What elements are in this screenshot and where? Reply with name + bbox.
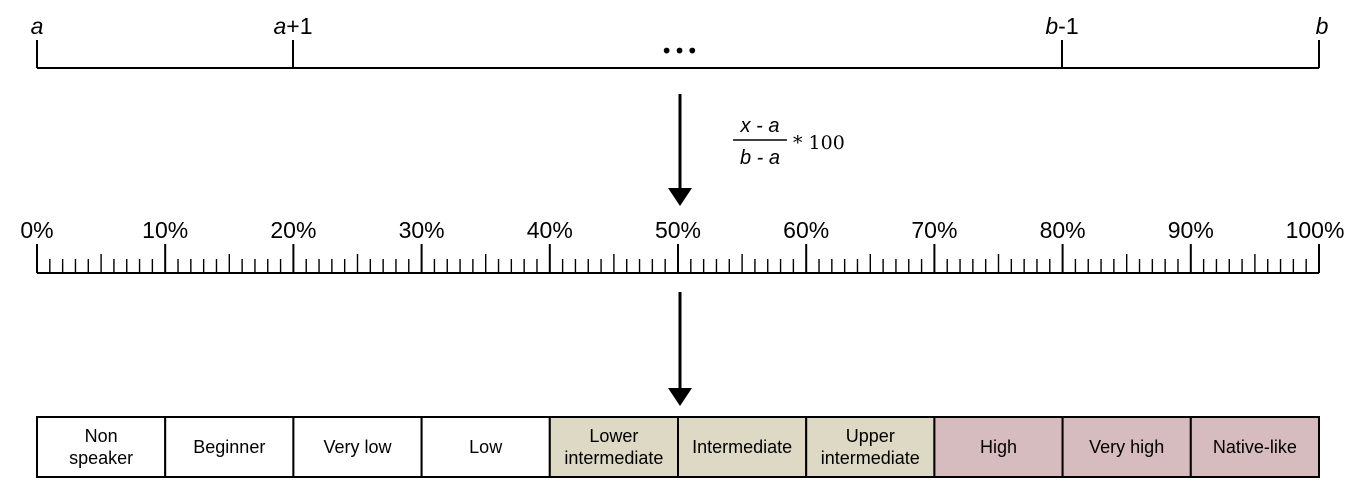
level-label: Beginner	[193, 437, 265, 457]
arrow-top-head-icon	[668, 188, 692, 206]
arrow-down-bottom	[668, 292, 692, 406]
level-label: Native-like	[1213, 437, 1297, 457]
top-label-a-plus-1: a+1	[273, 13, 312, 39]
level-box: Very low	[292, 416, 423, 478]
level-box-fill	[933, 416, 1064, 478]
top-label-b: b	[1316, 13, 1329, 39]
normalization-formula: x - a b - a * 100	[733, 115, 845, 169]
level-box: Native-like	[1189, 416, 1321, 478]
percent-tick-label: 20%	[270, 217, 316, 243]
level-label: Lower	[589, 426, 638, 446]
formula-denominator: b - a	[740, 147, 780, 169]
level-box: Intermediate	[677, 416, 808, 478]
percent-scale: 0% 10% 20% 30% 40% 50% 60% 70% 80% 90% 100%	[20, 217, 1345, 274]
level-box: High	[933, 416, 1064, 478]
arrow-down-top	[668, 94, 692, 206]
level-box-fill	[164, 416, 295, 478]
top-label-a: a	[31, 13, 44, 39]
percent-tick-label: 50%	[655, 217, 701, 243]
level-box-fill	[805, 416, 936, 478]
level-box: Low	[420, 416, 551, 478]
level-label: High	[980, 437, 1017, 457]
top-label-b-minus-1: b-1	[1045, 13, 1078, 39]
arrow-bottom-head-icon	[668, 388, 692, 406]
level-label: Very low	[323, 437, 392, 457]
percent-tick-label: 100%	[1286, 217, 1345, 243]
level-label: Upper	[846, 426, 895, 446]
level-box-fill	[677, 416, 808, 478]
percent-tick-label: 80%	[1040, 217, 1086, 243]
level-label: Non	[85, 426, 118, 446]
level-box-fill	[548, 416, 679, 478]
percent-tick-label: 60%	[783, 217, 829, 243]
percent-tick-label: 70%	[911, 217, 957, 243]
percent-tick-label: 10%	[142, 217, 188, 243]
level-box: Very high	[1061, 416, 1192, 478]
formula-numerator: x - a	[740, 115, 780, 137]
percent-tick-label: 90%	[1168, 217, 1214, 243]
level-box-fill	[1189, 416, 1321, 478]
level-label: Very high	[1089, 437, 1164, 457]
level-box-fill	[292, 416, 423, 478]
percent-tick-label: 30%	[399, 217, 445, 243]
level-label: intermediate	[564, 448, 663, 468]
top-scale: a a+1 b-1 b •••	[31, 13, 1329, 69]
percent-tick-label: 40%	[527, 217, 573, 243]
level-box: Beginner	[164, 416, 295, 478]
level-label: speaker	[69, 448, 133, 468]
percent-tick-label: 0%	[20, 217, 53, 243]
level-box-fill	[1061, 416, 1192, 478]
level-box-fill	[420, 416, 551, 478]
level-label: Low	[469, 437, 503, 457]
level-label: Intermediate	[692, 437, 792, 457]
level-label: intermediate	[821, 448, 920, 468]
ellipsis: •••	[661, 39, 699, 63]
formula-multiplier: * 100	[793, 132, 845, 154]
